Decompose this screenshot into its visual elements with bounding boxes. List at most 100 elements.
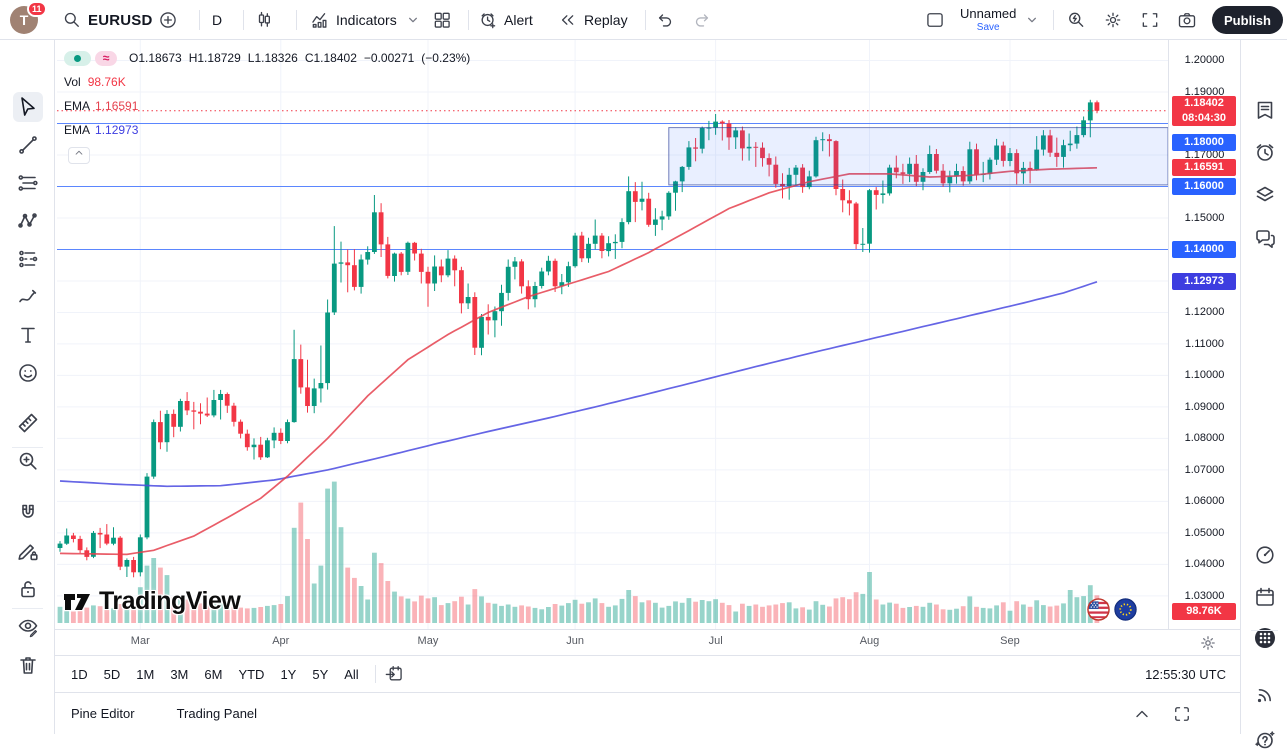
timeframe-ytd[interactable]: YTD	[238, 666, 265, 682]
chat-icon[interactable]	[1251, 224, 1279, 252]
ruler-tool[interactable]	[13, 408, 43, 438]
chart-region: ≈ O1.18673 H1.18729 L1.18326 C1.18402 −0…	[55, 40, 1240, 734]
quick-search-icon	[1066, 10, 1086, 30]
remove-drawings-tool[interactable]	[13, 650, 43, 680]
price-tick: 1.09000	[1184, 400, 1225, 413]
right-sidebar	[1240, 40, 1287, 749]
cursor-tool[interactable]	[13, 92, 43, 122]
price-badge-114000: 1.14000	[1172, 240, 1236, 258]
timeframe-5d[interactable]: 5D	[103, 666, 121, 682]
settings-button[interactable]	[1103, 0, 1123, 40]
change-pct-value: (−0.23%)	[421, 51, 471, 65]
price-badge-118402: 1.18402 08:04:30	[1172, 95, 1236, 126]
undo-icon	[655, 10, 675, 30]
close-value: C1.18402	[304, 51, 357, 65]
axis-settings-gear-icon[interactable]	[1198, 633, 1218, 658]
layout-templates-button[interactable]	[432, 0, 452, 40]
toolbar-divider	[243, 10, 244, 30]
alert-button[interactable]: Alert	[478, 0, 533, 40]
timeframe-1m[interactable]: 1M	[136, 666, 155, 682]
timeframe-all[interactable]: All	[344, 666, 359, 682]
indicators-button[interactable]: Indicators	[310, 0, 423, 40]
price-axis[interactable]: 1.20000 1.19000 1.17000 1.15000 1.12000 1.110…	[1168, 40, 1240, 629]
series-mark-chip[interactable]: ≈	[95, 50, 117, 66]
panel-maximize-icon[interactable]	[1172, 704, 1192, 724]
indicators-icon	[310, 10, 330, 30]
apps-grid-icon[interactable]	[1251, 624, 1279, 652]
text-tool[interactable]	[13, 320, 43, 350]
go-to-date-button[interactable]	[384, 664, 404, 684]
chevron-down-icon	[403, 10, 423, 30]
lock-drawings-tool[interactable]	[13, 574, 43, 604]
redo-button[interactable]	[692, 0, 712, 40]
price-tick: 1.20000	[1184, 54, 1225, 67]
series-legend-row: ≈ O1.18673 H1.18729 L1.18326 C1.18402 −0…	[64, 48, 470, 68]
notification-badge: 11	[27, 1, 47, 17]
symbol-search-button[interactable]: EURUSD	[62, 0, 153, 40]
prediction-tool[interactable]	[13, 244, 43, 274]
fib-retracement-tool[interactable]	[13, 168, 43, 198]
price-tick: 1.19000	[1184, 85, 1225, 98]
alerts-icon[interactable]	[1251, 138, 1279, 166]
toolbar-divider	[12, 608, 43, 609]
replay-button[interactable]: Replay	[558, 0, 628, 40]
screener-gauge-icon[interactable]	[1251, 541, 1279, 569]
symbol-label: EURUSD	[88, 11, 153, 29]
magnet-tool[interactable]	[13, 498, 43, 528]
watchlist-icon[interactable]	[1251, 96, 1279, 124]
layout-select-button[interactable]	[925, 0, 945, 40]
tab-pine-editor[interactable]: Pine Editor	[71, 706, 135, 721]
low-value: L1.18326	[247, 51, 298, 65]
publish-button[interactable]: Publish	[1212, 6, 1283, 34]
save-button[interactable]: Save	[976, 21, 1000, 33]
help-icon[interactable]	[1251, 726, 1279, 754]
us-flag-icon[interactable]	[1087, 598, 1110, 621]
timeframe-6m[interactable]: 6M	[204, 666, 223, 682]
replay-icon	[558, 10, 578, 30]
eu-flag-icon[interactable]	[1114, 598, 1137, 621]
tab-trading-panel[interactable]: Trading Panel	[176, 706, 258, 721]
drawing-mode-tool[interactable]	[13, 536, 43, 566]
toolbar-divider	[468, 10, 469, 30]
timeframe-5y[interactable]: 5Y	[312, 666, 329, 682]
layout-name-button[interactable]: Unnamed Save	[960, 0, 1042, 40]
pattern-tool[interactable]	[13, 206, 43, 236]
chart-canvas[interactable]: ≈ O1.18673 H1.18729 L1.18326 C1.18402 −0…	[55, 40, 1168, 629]
ema-fast-legend-row[interactable]: EMA 1.16591	[64, 96, 470, 116]
volume-legend-row[interactable]: Vol 98.76K	[64, 72, 470, 92]
price-tick: 1.11000	[1185, 337, 1224, 350]
ema-fast-label: EMA	[64, 99, 91, 113]
panel-collapse-chevron-icon[interactable]	[1132, 704, 1152, 724]
time-axis[interactable]: Mar Apr May Jun Jul Aug Sep	[55, 629, 1240, 655]
fullscreen-button[interactable]	[1140, 0, 1160, 40]
grid-icon	[432, 10, 452, 30]
economic-calendar-icon[interactable]	[1251, 583, 1279, 611]
undo-button[interactable]	[655, 0, 675, 40]
object-tree-icon[interactable]	[1251, 180, 1279, 208]
ema-slow-legend-row[interactable]: EMA 1.12973	[64, 120, 470, 140]
month-label-may: May	[417, 635, 439, 647]
streams-icon[interactable]	[1251, 681, 1279, 709]
timeframe-1y[interactable]: 1Y	[280, 666, 297, 682]
indicators-label: Indicators	[336, 12, 397, 28]
emoji-tool[interactable]	[13, 358, 43, 388]
snapshot-button[interactable]	[1177, 0, 1197, 40]
quick-search-button[interactable]	[1066, 0, 1086, 40]
trend-line-tool[interactable]	[13, 130, 43, 160]
series-visibility-chip[interactable]	[64, 50, 91, 66]
timeframe-1d[interactable]: 1D	[71, 666, 88, 682]
camera-icon	[1177, 10, 1197, 30]
candles-icon	[254, 10, 274, 30]
candles-layer	[57, 99, 1100, 578]
compare-add-button[interactable]	[158, 0, 178, 40]
legend-collapse-button[interactable]	[68, 147, 90, 164]
hide-drawings-tool[interactable]	[13, 612, 43, 642]
redo-icon	[692, 10, 712, 30]
volume-layer	[57, 481, 1100, 623]
interval-button[interactable]: D	[212, 0, 222, 40]
chart-style-button[interactable]	[254, 0, 274, 40]
timeframe-3m[interactable]: 3M	[170, 666, 189, 682]
clock-utc[interactable]: 12:55:30 UTC	[1145, 666, 1226, 682]
brush-tool[interactable]	[13, 282, 43, 312]
zoom-in-tool[interactable]	[13, 446, 43, 476]
